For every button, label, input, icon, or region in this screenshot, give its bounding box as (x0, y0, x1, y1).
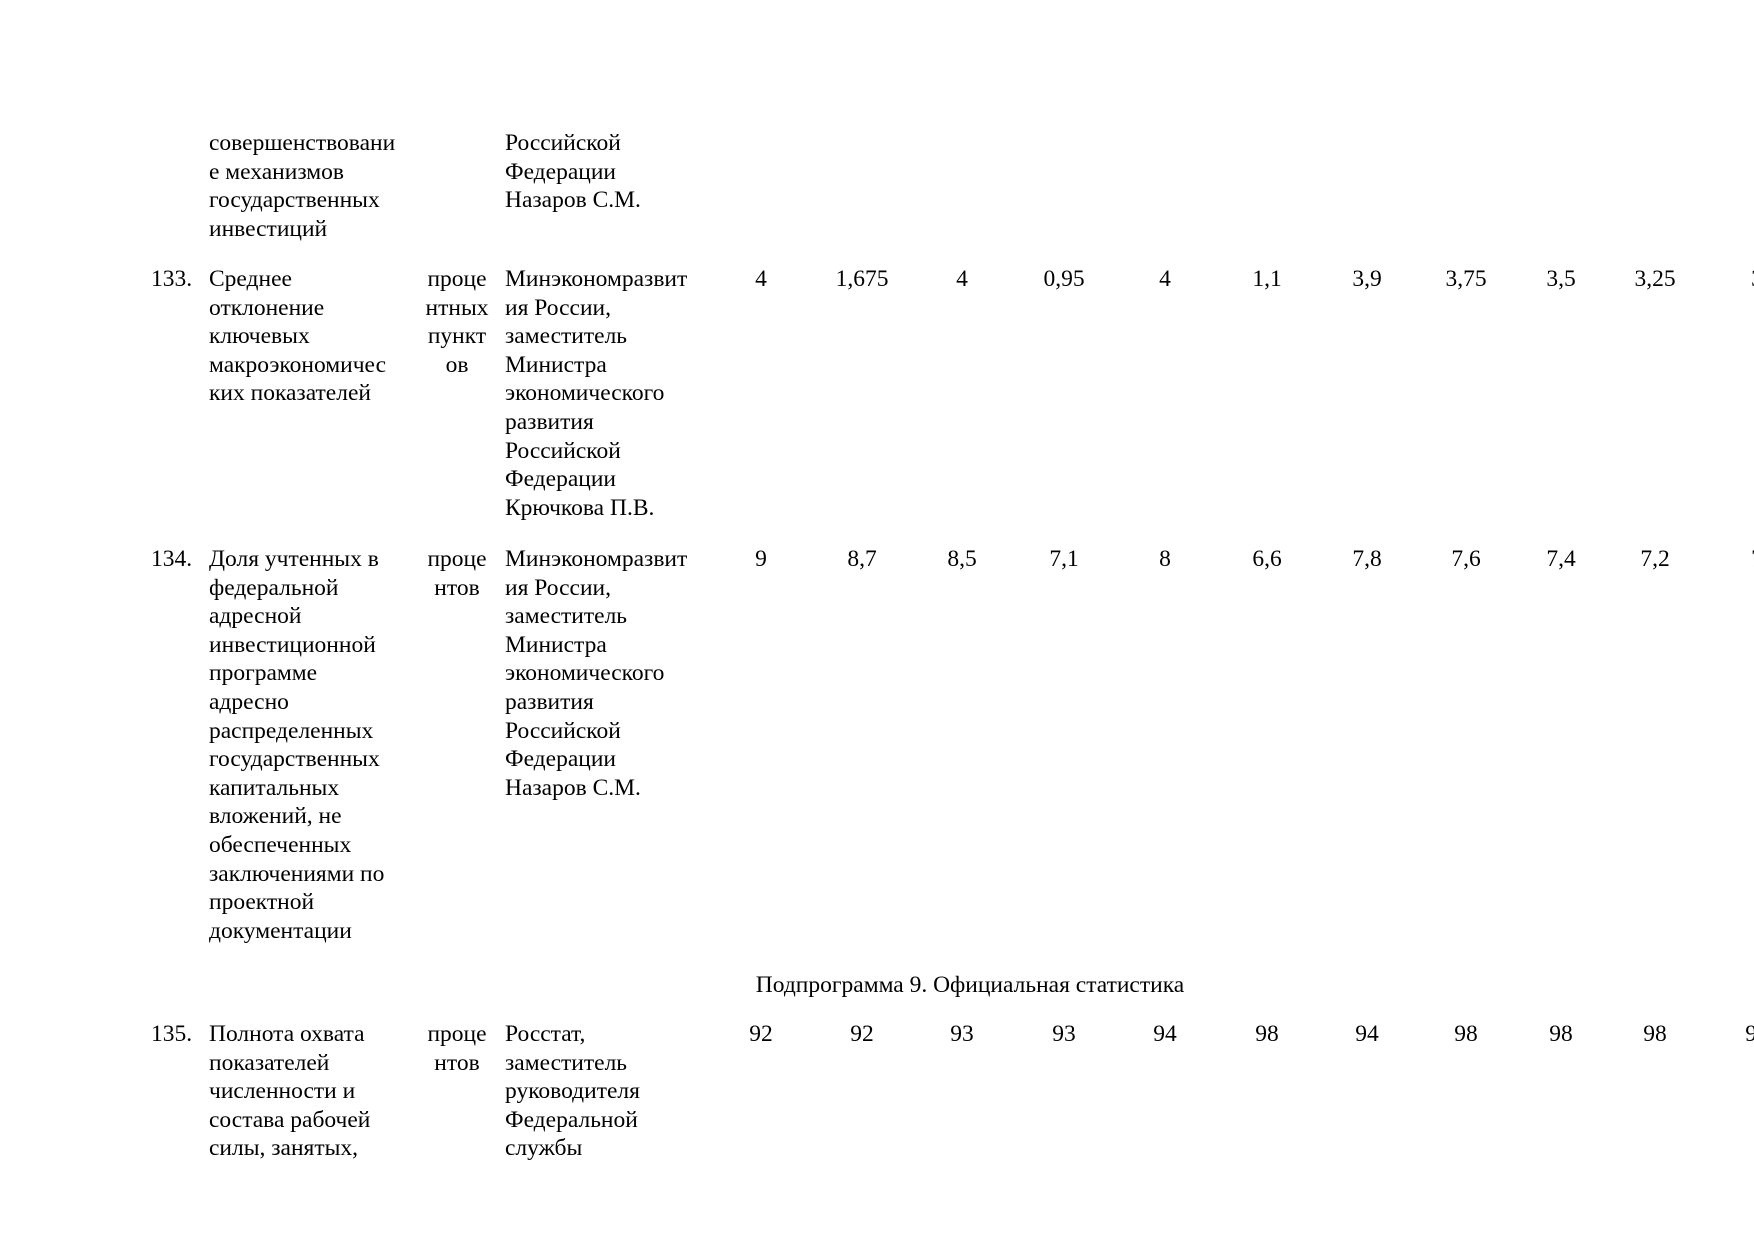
responsible: Минэкономразвит ия России, заместитель М… (505, 546, 688, 801)
indicator-name: Среднее отклонение ключевых макроэкономи… (209, 266, 386, 407)
indicator-name: совершенствовани е механизмов государств… (209, 130, 396, 242)
unit: проце нтов (427, 546, 487, 601)
responsible: Российской Федерации Назаров С.М. (505, 130, 641, 214)
value-cell: 92 (749, 1021, 773, 1047)
value-cell: 7,6 (1451, 546, 1481, 572)
value-cell: 94 (1355, 1021, 1379, 1047)
unit: проце нтных пункт ов (425, 266, 489, 378)
row-number: 134. (151, 546, 193, 572)
value-cell: 9 (755, 546, 767, 572)
value-cell: 98 (1255, 1021, 1279, 1047)
value-cell: 6,6 (1252, 546, 1282, 572)
value-cell: 8 (1159, 546, 1171, 572)
value-cell: 4 (1159, 266, 1171, 292)
value-cell: 98 (1454, 1021, 1478, 1047)
value-cell: 7,1 (1049, 546, 1079, 572)
value-cell: 93 (950, 1021, 974, 1047)
unit: проце нтов (427, 1021, 487, 1076)
value-cell: 98 (1549, 1021, 1573, 1047)
value-cell: 1,675 (835, 266, 889, 292)
value-cell: 7,2 (1640, 546, 1670, 572)
row-number: 135. (151, 1021, 193, 1047)
value-cell: 92 (850, 1021, 874, 1047)
value-cell: 3,25 (1634, 266, 1676, 292)
row-number: 133. (151, 266, 193, 292)
indicator-name: Полнота охвата показателей численности и… (209, 1021, 371, 1162)
value-cell: 1,1 (1252, 266, 1282, 292)
value-cell: 8,5 (947, 546, 977, 572)
value-cell: 7,4 (1546, 546, 1576, 572)
value-cell: 94 (1153, 1021, 1177, 1047)
indicator-name: Доля учтенных в федеральной адресной инв… (209, 546, 385, 944)
value-cell: 98 (1643, 1021, 1667, 1047)
value-cell: 3 (1712, 265, 1754, 294)
value-cell: 93 (1052, 1021, 1076, 1047)
value-cell: 0,95 (1043, 266, 1085, 292)
value-cell: 3,75 (1445, 266, 1487, 292)
subprogram-heading: Подпрограмма 9. Официальная статистика (755, 972, 1185, 998)
value-cell: 3,9 (1352, 266, 1382, 292)
value-cell: 4 (755, 266, 767, 292)
responsible: Росстат, заместитель руководителя Федера… (505, 1021, 640, 1162)
value-cell: 98 (1745, 1021, 1754, 1047)
value-cell: 7 (1712, 545, 1754, 574)
value-cell: 8,7 (847, 546, 877, 572)
value-cell: 3,5 (1546, 266, 1576, 292)
value-cell: 4 (956, 266, 968, 292)
value-cell: 7,8 (1352, 546, 1382, 572)
responsible: Минэкономразвит ия России, заместитель М… (505, 266, 688, 521)
